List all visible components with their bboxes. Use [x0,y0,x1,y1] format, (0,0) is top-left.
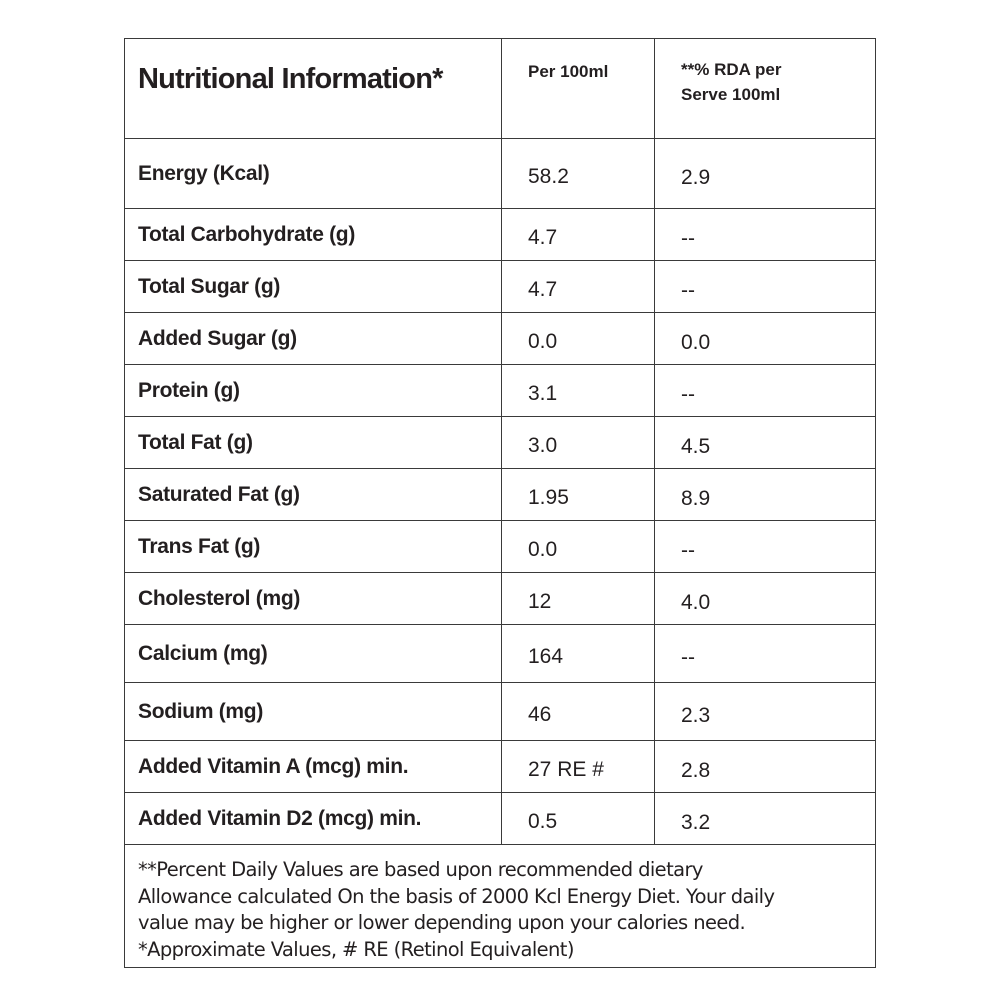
nutrient-rda: 8.9 [681,486,711,510]
footnote: **Percent Daily Values are based upon re… [126,846,875,964]
nutrient-name: Total Fat (g) [138,430,253,454]
table-header-row: Nutritional Information* Per 100ml **% R… [124,38,876,139]
nutrient-name: Total Carbohydrate (g) [138,222,356,246]
nutrient-per100: 164 [528,644,564,668]
nutrient-name: Protein (g) [138,378,240,402]
header-per100-cell: Per 100ml [501,38,655,139]
nutrient-name: Added Sugar (g) [138,326,297,350]
table-row: Added Vitamin A (mcg) min. 27 RE # 2.8 [124,740,876,793]
column-header-per-100ml: Per 100ml [528,62,609,81]
nutrient-per100: 12 [528,589,552,613]
table-row: Trans Fat (g) 0.0 -- [124,520,876,573]
table-row: Added Vitamin D2 (mcg) min. 0.5 3.2 [124,792,876,845]
nutrient-name: Saturated Fat (g) [138,482,300,506]
nutrient-rda: -- [681,278,695,302]
nutrient-name: Cholesterol (mg) [138,586,301,610]
footnote-row: **Percent Daily Values are based upon re… [124,844,876,968]
table-row: Calcium (mg) 164 -- [124,624,876,683]
footnote-line: Allowance calculated On the basis of 200… [138,884,775,908]
column-header-rda-line2: Serve 100ml [681,85,781,104]
nutrient-name: Energy (Kcal) [138,161,270,185]
nutrient-rda: -- [681,645,695,669]
nutrient-per100: 4.7 [528,225,558,249]
footnote-line: **Percent Daily Values are based upon re… [138,858,703,881]
nutrient-per100: 27 RE # [528,757,604,781]
table-row: Cholesterol (mg) 12 4.0 [124,572,876,625]
footnote-line: value may be higher or lower depending u… [138,911,746,934]
nutrient-rda: 2.9 [681,165,711,189]
nutrient-per100: 3.0 [528,433,558,457]
nutrient-per100: 1.95 [528,485,569,509]
nutrient-rda: 0.0 [681,330,711,354]
table-title: Nutritional Information* [138,63,443,95]
column-header-rda: **% RDA per Serve 100ml [656,40,875,108]
nutrient-per100: 0.0 [528,329,558,353]
table-row: Total Sugar (g) 4.7 -- [124,260,876,313]
table-row: Saturated Fat (g) 1.95 8.9 [124,468,876,521]
nutrient-rda: -- [681,382,695,406]
table-row: Sodium (mg) 46 2.3 [124,682,876,741]
nutrient-rda: 4.0 [681,590,711,614]
table-row: Total Carbohydrate (g) 4.7 -- [124,208,876,261]
nutrient-name: Trans Fat (g) [138,534,261,558]
nutrient-per100: 3.1 [528,381,558,405]
footnote-line: *Approximate Values, # RE (Retinol Equiv… [138,937,574,961]
table-row: Total Fat (g) 3.0 4.5 [124,416,876,469]
footnote-cell: **Percent Daily Values are based upon re… [124,844,876,968]
nutrition-table: Nutritional Information* Per 100ml **% R… [124,38,876,968]
nutrient-per100: 0.0 [528,537,558,561]
nutrient-per100: 0.5 [528,809,558,833]
column-header-rda-line1: **% RDA per [681,60,782,79]
nutrient-per100: 46 [528,702,552,726]
table-row: Protein (g) 3.1 -- [124,364,876,417]
nutrient-per100: 4.7 [528,277,558,301]
nutrient-rda: 4.5 [681,434,711,458]
nutrient-name: Total Sugar (g) [138,274,281,298]
header-title-cell: Nutritional Information* [124,38,502,139]
table-row: Energy (Kcal) 58.2 2.9 [124,138,876,209]
nutrient-rda: -- [681,538,695,562]
nutrient-rda: 2.8 [681,758,711,782]
nutrient-name: Sodium (mg) [138,699,264,723]
nutrient-per100: 58.2 [528,164,569,188]
nutrient-rda: -- [681,226,695,250]
nutrient-rda: 3.2 [681,810,711,834]
nutrient-name: Calcium (mg) [138,641,268,665]
nutrient-name: Added Vitamin D2 (mcg) min. [138,806,422,830]
header-rda-cell: **% RDA per Serve 100ml [654,38,876,139]
nutrient-rda: 2.3 [681,703,711,727]
table-row: Added Sugar (g) 0.0 0.0 [124,312,876,365]
nutrient-name: Added Vitamin A (mcg) min. [138,754,409,778]
